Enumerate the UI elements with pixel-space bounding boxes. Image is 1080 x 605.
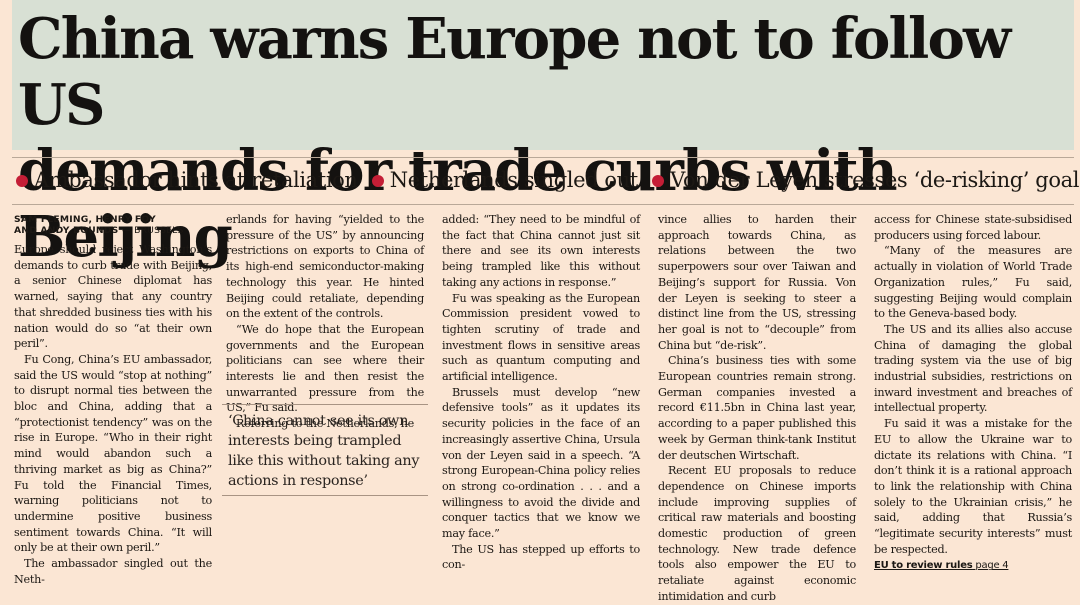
paragraph: “Many of the measures are actually in vi… bbox=[874, 244, 1072, 321]
paragraph: Fu Cong, China’s EU ambassador, said the… bbox=[14, 352, 212, 555]
cross-reference-link[interactable]: EU to review rules page 4 bbox=[874, 558, 1072, 574]
paragraph: The ambassador singled out the Neth- bbox=[14, 557, 212, 586]
headline-background bbox=[12, 0, 1074, 150]
bullet-icon bbox=[652, 174, 665, 187]
paragraph: The US and its allies also accuse China … bbox=[874, 322, 1072, 415]
paragraph: Fu said it was a mistake for the EU to a… bbox=[874, 417, 1072, 556]
standfirst-item: Netherlands singled out bbox=[389, 168, 638, 192]
byline-authors: AND ANDY BOUNDS bbox=[14, 225, 119, 236]
article-column-5: access for Chinese state-subsidised prod… bbox=[874, 212, 1072, 574]
cross-reference-page: page 4 bbox=[972, 560, 1009, 572]
paragraph: Fu was speaking as the European Commissi… bbox=[442, 291, 640, 384]
paragraph: Referring to the Netherlands, he bbox=[236, 417, 415, 431]
standfirst-item: Von der Leyen stresses ‘de-risking’ goal bbox=[670, 168, 1080, 192]
paragraph: Europe should reject Washington’s demand… bbox=[14, 243, 212, 351]
standfirst: Ambassador hints at retaliation Netherla… bbox=[14, 166, 1080, 194]
cross-reference-label: EU to review rules bbox=[874, 560, 973, 572]
byline-authors: SAM FLEMING, HENRY FOY bbox=[14, 214, 156, 225]
article-column-2: erlands for having “yielded to the press… bbox=[226, 212, 424, 432]
headline-line-2: demands for trade curbs with Beijing bbox=[18, 138, 898, 270]
headline-line-1: China warns Europe not to follow US bbox=[18, 6, 1011, 138]
paragraph: access for Chinese state-subsidised prod… bbox=[874, 213, 1072, 242]
divider bbox=[12, 204, 1074, 205]
paragraph: Recent EU proposals to reduce dependence… bbox=[658, 464, 856, 603]
paragraph: “We do hope that the European government… bbox=[226, 322, 424, 415]
pull-quote: ‘China cannot see its own interests bein… bbox=[222, 404, 428, 496]
article-column-1: SAM FLEMING, HENRY FOY AND ANDY BOUNDS —… bbox=[14, 214, 212, 587]
article-column-4: vince allies to harden their approach to… bbox=[658, 212, 856, 605]
paragraph: erlands for having “yielded to the press… bbox=[226, 213, 424, 321]
paragraph: The US has stepped up efforts to con- bbox=[442, 542, 640, 572]
paragraph: added: “They need to be mindful of the f… bbox=[442, 213, 640, 289]
standfirst-item: Ambassador hints at retaliation bbox=[34, 168, 358, 192]
paragraph: China’s business ties with some European… bbox=[658, 354, 856, 462]
byline-location: — BRUSSELS bbox=[118, 225, 184, 236]
bullet-icon bbox=[16, 174, 28, 187]
headline: China warns Europe not to follow US dema… bbox=[18, 6, 1074, 270]
paragraph: Brussels must develop “new defensive too… bbox=[442, 385, 640, 541]
paragraph: vince allies to harden their approach to… bbox=[658, 213, 856, 352]
byline: SAM FLEMING, HENRY FOY AND ANDY BOUNDS —… bbox=[14, 214, 212, 236]
bullet-icon bbox=[371, 174, 384, 187]
divider bbox=[12, 157, 1074, 158]
article-column-3: added: “They need to be mindful of the f… bbox=[442, 212, 640, 573]
